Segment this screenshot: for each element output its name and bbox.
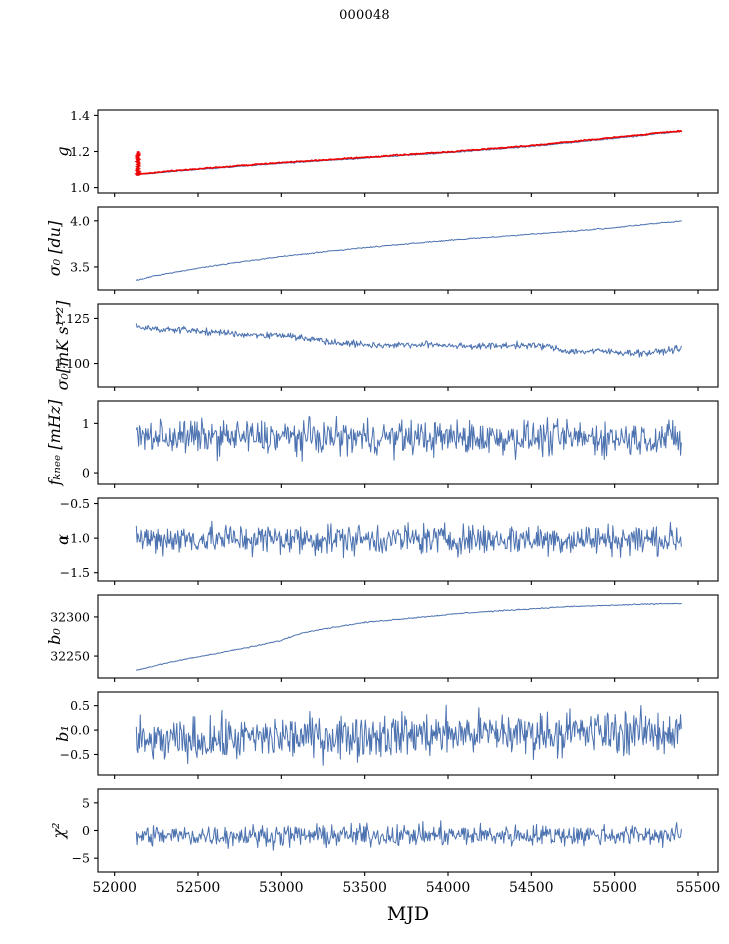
panel-chi2: −5 0 5 52000 52500 53000 53500 54000 54500 55000 5…: [49, 788, 721, 896]
axes-frame: [97, 109, 719, 194]
y-axis-label: b₁: [53, 725, 72, 742]
y-tick-label: −5: [72, 851, 90, 866]
x-tick-label: 54500: [509, 880, 554, 896]
axes-frame: [97, 206, 719, 291]
y-tick-label: 32300: [50, 609, 90, 624]
axes-frame: [97, 497, 719, 582]
panel-fknee: 0 1 fₖₙₑₑ [mHz]: [45, 399, 719, 488]
panel-alpha: −0.5 −1.0 −1.5 α: [53, 496, 719, 585]
x-tick-label: 53500: [342, 880, 387, 896]
y-axis-label: σ₀ [du]: [45, 220, 64, 276]
y-tick-label: −1.0: [60, 531, 90, 546]
x-tick-label: 52500: [176, 880, 221, 896]
panel-b0: 32250 32300 b₀: [45, 594, 719, 682]
y-tick-label: 1.2: [70, 144, 90, 159]
y-tick-label: 0.5: [70, 698, 90, 713]
y-axis-label: fₖₙₑₑ [mHz]: [45, 399, 64, 487]
y-tick-label: 1: [82, 416, 90, 431]
y-tick-label: 5: [82, 795, 90, 810]
y-axis-label: g: [53, 146, 72, 156]
axes-frame: [97, 691, 719, 776]
gain-start-spike: [134, 151, 142, 177]
axes-frame: [97, 594, 719, 679]
x-tick-label: 55500: [676, 880, 721, 896]
y-tick-label: 1.0: [70, 180, 90, 195]
series-g-raw: [135, 129, 683, 176]
axes-frame: [97, 303, 719, 388]
series-chi2: [135, 820, 682, 851]
figure-title: 000048: [339, 8, 390, 23]
x-tick-label: 55000: [592, 880, 637, 896]
series-b0: [135, 602, 682, 671]
y-axis-label: χ²: [49, 822, 68, 839]
x-tick-label: 54000: [426, 880, 471, 896]
x-tick-label: 52000: [92, 880, 137, 896]
x-axis-label: MJD: [387, 903, 429, 925]
y-tick-label: 0: [82, 466, 90, 481]
y-tick-label: −0.5: [60, 747, 90, 762]
y-tick-label: 1.125: [54, 311, 90, 326]
y-axis-label: α: [53, 534, 72, 545]
axes-frame: [97, 400, 719, 485]
y-tick-label: 3.5: [70, 259, 90, 274]
series-sigma0du: [135, 220, 682, 281]
y-tick-label: 1.4: [70, 108, 90, 123]
y-axis-label: b₀: [45, 628, 64, 645]
series-g-smooth: [135, 130, 682, 176]
panel-sigma0-du: 3.5 4.0 σ₀ [du]: [45, 206, 719, 294]
y-tick-label: 32250: [50, 649, 90, 664]
panel-b1: −0.5 0.0 0.5 b₁: [53, 691, 719, 779]
series-fknee: [135, 415, 682, 462]
x-tick-label: 53000: [259, 880, 304, 896]
y-tick-label: 0: [82, 823, 90, 838]
y-tick-label: 4.0: [70, 213, 90, 228]
panel-gain: 1.0 1.2 1.4 g: [53, 108, 719, 197]
series-sigma0mK: [135, 323, 682, 358]
series-b1: [135, 704, 682, 766]
y-axis-label: σ₀[mK s¹ᐟ²]: [53, 300, 72, 391]
y-tick-label: 0.0: [70, 723, 90, 738]
y-tick-label: −0.5: [60, 496, 90, 511]
series-alpha: [135, 520, 682, 559]
y-tick-label: −1.5: [60, 565, 90, 580]
y-tick-label: 1.100: [54, 356, 90, 371]
